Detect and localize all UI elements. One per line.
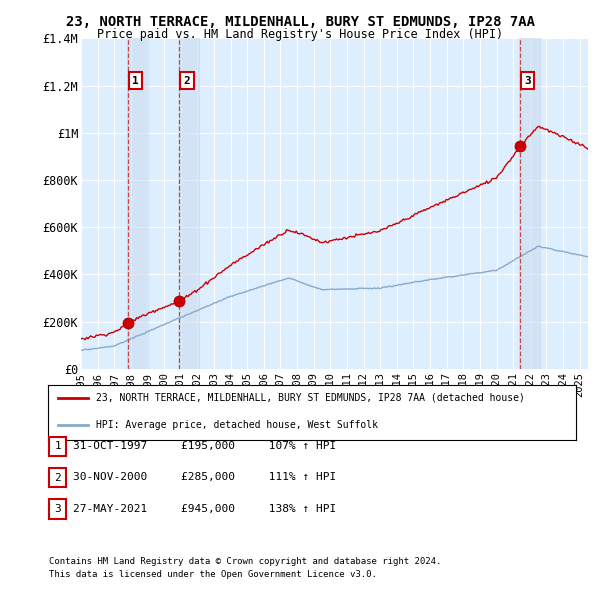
Bar <box>127 38 148 369</box>
Text: 27-MAY-2021     £945,000     138% ↑ HPI: 27-MAY-2021 £945,000 138% ↑ HPI <box>73 504 337 513</box>
Text: This data is licensed under the Open Government Licence v3.0.: This data is licensed under the Open Gov… <box>49 571 377 579</box>
Text: 23, NORTH TERRACE, MILDENHALL, BURY ST EDMUNDS, IP28 7AA (detached house): 23, NORTH TERRACE, MILDENHALL, BURY ST E… <box>95 393 524 403</box>
Text: Contains HM Land Registry data © Crown copyright and database right 2024.: Contains HM Land Registry data © Crown c… <box>49 558 442 566</box>
Text: 1: 1 <box>54 441 61 451</box>
Bar <box>179 38 199 369</box>
Text: 2: 2 <box>54 473 61 483</box>
Text: 31-OCT-1997     £195,000     107% ↑ HPI: 31-OCT-1997 £195,000 107% ↑ HPI <box>73 441 337 451</box>
Text: 1: 1 <box>132 76 139 86</box>
Bar <box>519 38 540 369</box>
Text: 3: 3 <box>54 504 61 514</box>
Text: Price paid vs. HM Land Registry's House Price Index (HPI): Price paid vs. HM Land Registry's House … <box>97 28 503 41</box>
Text: 3: 3 <box>524 76 531 86</box>
Text: 23, NORTH TERRACE, MILDENHALL, BURY ST EDMUNDS, IP28 7AA: 23, NORTH TERRACE, MILDENHALL, BURY ST E… <box>65 15 535 29</box>
Text: 2: 2 <box>184 76 190 86</box>
Text: 30-NOV-2000     £285,000     111% ↑ HPI: 30-NOV-2000 £285,000 111% ↑ HPI <box>73 473 337 482</box>
Text: HPI: Average price, detached house, West Suffolk: HPI: Average price, detached house, West… <box>95 420 377 430</box>
